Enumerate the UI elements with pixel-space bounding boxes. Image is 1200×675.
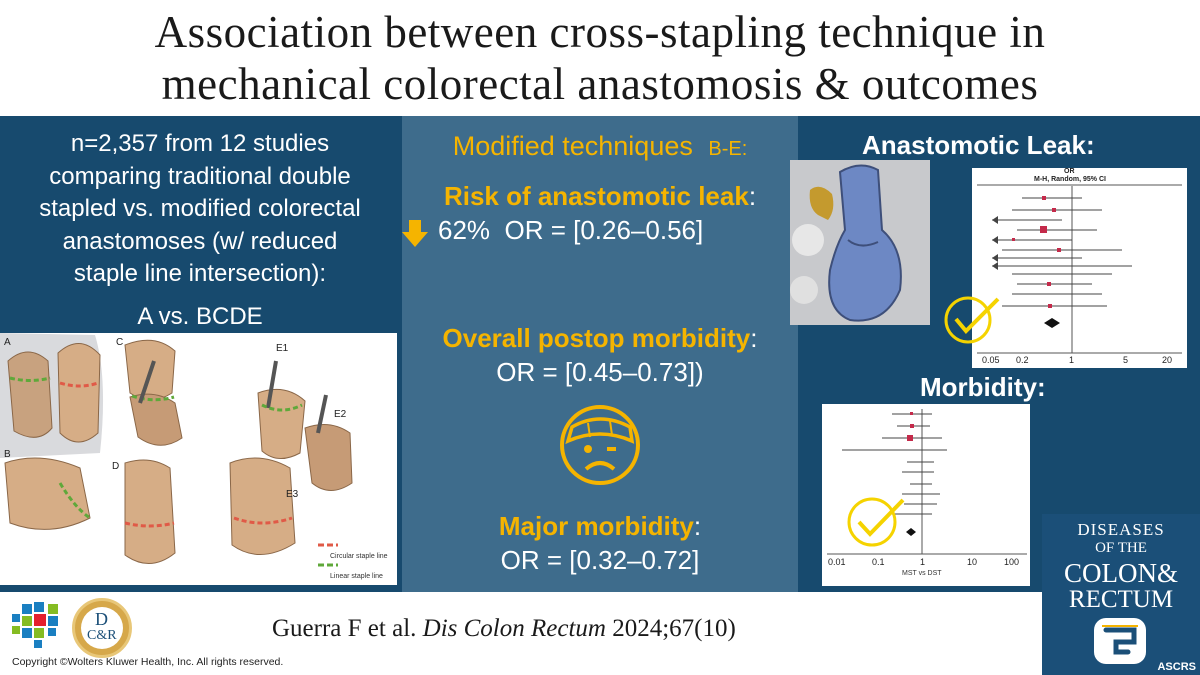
morbidity-tick: 1 bbox=[920, 557, 926, 567]
morbidity-label: Overall postop morbidity: bbox=[402, 322, 798, 354]
results-panel bbox=[402, 116, 798, 592]
major-label-text: Major morbidity bbox=[498, 511, 694, 541]
leak-tick: 0.05 bbox=[982, 355, 1000, 365]
leak-tick: 20 bbox=[1162, 355, 1173, 365]
citation-journal: Dis Colon Rectum bbox=[422, 615, 606, 642]
heading-suffix: B-E: bbox=[708, 138, 748, 160]
comparison-label: A vs. BCDE bbox=[137, 302, 263, 330]
journal-line-1: DISEASES bbox=[1077, 520, 1165, 539]
journal-line-2: OF THE bbox=[1095, 540, 1147, 556]
colon: : bbox=[693, 511, 702, 541]
morbidity-forest-drawing bbox=[827, 409, 1027, 555]
check-circle-icon bbox=[847, 497, 905, 547]
figure-label-e2: E2 bbox=[334, 409, 347, 420]
technique-illustration: A C E1 E2 B D E3 Circular staple line Li… bbox=[0, 333, 397, 585]
down-arrow-icon bbox=[402, 220, 428, 247]
colon: : bbox=[750, 323, 758, 353]
colon: : bbox=[748, 181, 757, 211]
summary-line: stapled vs. modified colorectal bbox=[39, 195, 361, 222]
morbidity-label-text: Overall postop morbidity bbox=[442, 323, 751, 353]
morbidity-plot-footer: MST vs DST bbox=[902, 570, 942, 577]
summary-line: comparing traditional double bbox=[49, 162, 351, 190]
dcr-logo-top: D bbox=[95, 609, 108, 629]
leak-title: Anastomotic Leak: bbox=[862, 130, 1095, 160]
citation-authors: Guerra F et al. bbox=[272, 615, 423, 642]
leak-plot-header-or: OR bbox=[1064, 168, 1075, 175]
morbidity-title: Morbidity: bbox=[920, 372, 1046, 402]
figure-label-e1: E1 bbox=[276, 343, 289, 354]
leak-label-text: Risk of anastomotic leak bbox=[443, 181, 749, 211]
journal-line-3: COLON& bbox=[1064, 558, 1178, 588]
colon-logo-icon bbox=[1094, 618, 1146, 664]
major-value: OR = [0.32–0.72] bbox=[500, 545, 700, 575]
legend-linear: Linear staple line bbox=[330, 573, 383, 580]
check-circle-icon bbox=[944, 296, 1000, 344]
figure-label-b: B bbox=[4, 449, 11, 460]
leak-tick: 1 bbox=[1069, 355, 1075, 365]
dcr-logo-bottom: C&R bbox=[87, 628, 117, 643]
morbidity-tick: 10 bbox=[967, 557, 978, 567]
copyright-notice: Copyright ©Wolters Kluwer Health, Inc. A… bbox=[12, 656, 284, 668]
summary-line: staple line intersection): bbox=[73, 260, 327, 287]
leak-value: 62% OR = [0.26–0.56] bbox=[438, 215, 704, 245]
citation-ref: 2024;67(10) bbox=[605, 615, 736, 642]
leak-plot-header-method: M-H, Random, 95% CI bbox=[1034, 176, 1106, 183]
leak-value-row: 62% OR = [0.26–0.56] bbox=[402, 214, 798, 247]
dcr-logo: D C&R bbox=[72, 598, 132, 658]
figure-label-e3: E3 bbox=[286, 489, 299, 500]
anastomosis-image bbox=[790, 160, 930, 325]
title-line-1: Association between cross-stapling techn… bbox=[154, 7, 1046, 57]
footer-bar bbox=[0, 592, 1200, 675]
journal-line-4: RECTUM bbox=[1068, 586, 1174, 613]
leak-tick: 0.2 bbox=[1016, 355, 1029, 365]
title-line-2: mechanical colorectal anastomosis & outc… bbox=[161, 59, 1039, 109]
summary-line: anastomoses (w/ reduced bbox=[62, 227, 338, 255]
morbidity-value: OR = [0.45–0.73]) bbox=[496, 357, 704, 387]
citation: Guerra F et al. Dis Colon Rectum 2024;67… bbox=[272, 615, 736, 643]
modified-techniques-heading: Modified techniques B-E: bbox=[402, 130, 798, 165]
technique-drawing bbox=[0, 333, 353, 567]
wolters-kluwer-logo bbox=[12, 602, 58, 648]
figure-label-d: D bbox=[112, 461, 120, 472]
morbidity-tick: 0.01 bbox=[828, 557, 846, 567]
leak-forest-drawing bbox=[977, 184, 1182, 354]
leak-forest-plot: OR M-H, Random, 95% CI 0.05 0.2 1 5 20 bbox=[972, 168, 1187, 368]
bandaged-sad-face-icon bbox=[560, 405, 640, 485]
legend-circular: Circular staple line bbox=[330, 553, 388, 560]
journal-cover: DISEASES OF THE COLON& RECTUM ASCRS bbox=[1042, 514, 1200, 675]
page-title: Association between cross-stapling techn… bbox=[0, 0, 1200, 116]
leak-label: Risk of anastomotic leak: bbox=[402, 180, 798, 212]
morbidity-tick: 0.1 bbox=[872, 557, 885, 567]
summary-line: n=2,357 from 12 studies bbox=[70, 130, 330, 157]
journal-footer: ASCRS bbox=[1157, 661, 1196, 673]
figure-label-c: C bbox=[116, 337, 124, 348]
study-summary: n=2,357 from 12 studies comparing tradit… bbox=[0, 128, 400, 333]
morbidity-forest-plot: 0.01 0.1 1 10 100 MST vs DST bbox=[822, 404, 1030, 586]
morbidity-tick: 100 bbox=[1004, 557, 1020, 567]
major-label: Major morbidity: bbox=[402, 510, 798, 542]
heading-text: Modified techniques bbox=[452, 131, 693, 161]
dcr-logo-inner bbox=[81, 607, 123, 649]
figure-label-a: A bbox=[4, 337, 11, 348]
leak-tick: 5 bbox=[1123, 355, 1129, 365]
